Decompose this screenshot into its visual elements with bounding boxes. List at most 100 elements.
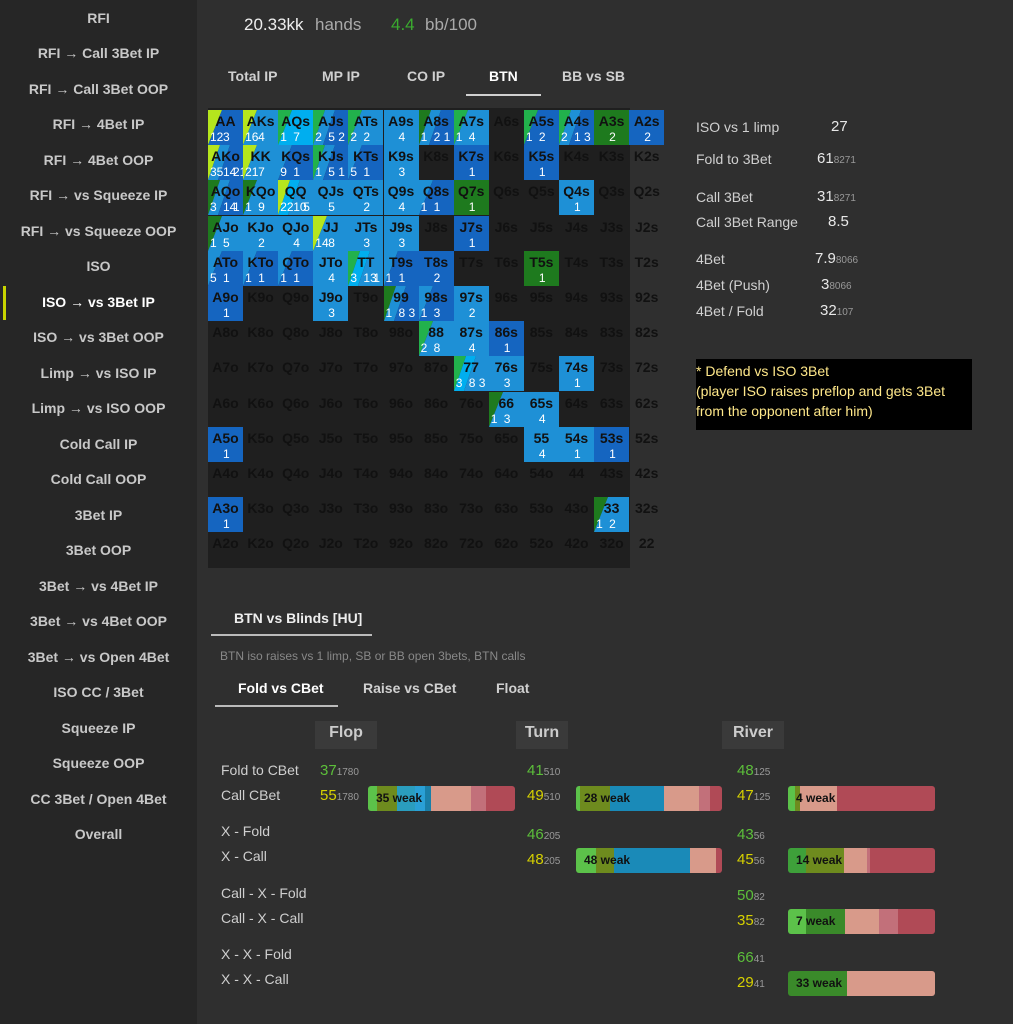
- hand-cell[interactable]: 62o: [489, 532, 524, 567]
- hand-cell[interactable]: AJs 2 5 2: [313, 110, 349, 145]
- sidebar-item[interactable]: 3Bet → vs 4Bet OOP: [30, 613, 167, 629]
- hand-cell[interactable]: Q6o: [278, 392, 313, 427]
- hand-cell[interactable]: 42s: [629, 462, 664, 497]
- hand-cell[interactable]: AKo351421: [208, 145, 243, 181]
- hand-cell[interactable]: 88 2 8: [418, 321, 454, 357]
- hand-cell[interactable]: KQs 9 1: [278, 145, 314, 181]
- hand-cell[interactable]: J6s: [489, 216, 524, 251]
- sidebar-item[interactable]: ISO: [86, 258, 111, 274]
- hand-cell[interactable]: 98s 1 3: [418, 286, 454, 321]
- hand-cell[interactable]: Q5s: [524, 180, 559, 215]
- hand-cell[interactable]: 84o: [419, 462, 454, 497]
- sidebar-item[interactable]: Cold Call IP: [59, 436, 138, 452]
- hand-cell[interactable]: T8s 2: [418, 250, 454, 286]
- hand-cell[interactable]: 33 1 2: [594, 497, 630, 533]
- hand-cell[interactable]: QJs 5: [313, 180, 349, 216]
- hand-cell[interactable]: T9o: [348, 286, 383, 321]
- hand-cell[interactable]: A8o: [208, 321, 243, 356]
- hand-cell[interactable]: A5s 1 2: [523, 110, 559, 145]
- sidebar-item[interactable]: ISO → vs 3Bet IP: [42, 294, 155, 310]
- hand-cell[interactable]: K6o: [243, 392, 278, 427]
- hand-cell[interactable]: 82o: [419, 532, 454, 567]
- hand-cell[interactable]: 87s 4: [453, 321, 489, 357]
- hand-cell[interactable]: A2s 2: [629, 110, 665, 145]
- hand-cell[interactable]: Q2s: [629, 180, 664, 215]
- hand-cell[interactable]: 76o: [454, 392, 489, 427]
- hand-cell[interactable]: 76s 3: [488, 356, 524, 392]
- hand-cell[interactable]: Q9s 4: [383, 180, 419, 216]
- hand-cell[interactable]: K6s: [489, 145, 524, 180]
- hand-cell[interactable]: 85s: [524, 321, 559, 356]
- sidebar-item[interactable]: RFI → vs Squeeze OOP: [20, 223, 177, 239]
- hand-cell[interactable]: 83o: [419, 497, 454, 532]
- hand-cell[interactable]: 87o: [419, 356, 454, 391]
- hand-cell[interactable]: 64s: [559, 392, 594, 427]
- hand-cell[interactable]: 98o: [384, 321, 419, 356]
- hand-cell[interactable]: A6o: [208, 392, 243, 427]
- hand-cell[interactable]: 32o: [594, 532, 629, 567]
- hand-cell[interactable]: JJ 14 8: [313, 215, 349, 251]
- hand-cell[interactable]: 93s: [594, 286, 629, 321]
- hand-cell[interactable]: Q8s 1 1: [418, 180, 454, 216]
- hand-cell[interactable]: 94s: [559, 286, 594, 321]
- hand-cell[interactable]: KTo 1 1: [243, 250, 279, 286]
- hand-cell[interactable]: 72o: [454, 532, 489, 567]
- hand-cell[interactable]: Q9o: [278, 286, 313, 321]
- hand-cell[interactable]: J4s: [559, 216, 594, 251]
- hand-cell[interactable]: 92s: [629, 286, 664, 321]
- hand-cell[interactable]: A7s 1 4: [453, 110, 489, 145]
- sidebar-item[interactable]: 3Bet IP: [74, 507, 123, 523]
- hand-cell[interactable]: 92o: [384, 532, 419, 567]
- hand-cell[interactable]: J3s: [594, 216, 629, 251]
- hand-cell[interactable]: KTs 5 1: [348, 145, 384, 181]
- hand-cell[interactable]: K2o: [243, 532, 278, 567]
- hand-cell[interactable]: J4o: [313, 462, 348, 497]
- hand-cell[interactable]: KK 21 7: [243, 145, 279, 181]
- sidebar-item[interactable]: RFI → Call 3Bet IP: [37, 45, 160, 61]
- hand-cell[interactable]: 43o: [559, 497, 594, 532]
- hand-cell[interactable]: 32s: [629, 497, 664, 532]
- hand-cell[interactable]: A2o: [208, 532, 243, 567]
- hand-cell[interactable]: T9s 1 1: [383, 250, 419, 286]
- hand-cell[interactable]: J3o: [313, 497, 348, 532]
- hand-cell[interactable]: J9o 3: [313, 286, 349, 321]
- hand-cell[interactable]: K9o: [243, 286, 278, 321]
- hand-cell[interactable]: 97o: [384, 356, 419, 391]
- hand-cell[interactable]: AQo 3 14 1: [208, 180, 243, 216]
- hand-cell[interactable]: A4o: [208, 462, 243, 497]
- sidebar-item[interactable]: Cold Call OOP: [50, 471, 147, 487]
- hand-cell[interactable]: 85o: [419, 427, 454, 462]
- hand-cell[interactable]: 54s 1: [559, 426, 594, 462]
- hand-cell[interactable]: ATo 5 1: [208, 250, 243, 286]
- hand-cell[interactable]: 65o: [489, 427, 524, 462]
- hand-cell[interactable]: 72s: [629, 356, 664, 391]
- sidebar-item[interactable]: ISO CC / 3Bet: [53, 684, 144, 700]
- hand-cell[interactable]: J6o: [313, 392, 348, 427]
- hand-cell[interactable]: KQo 1 9: [243, 180, 279, 216]
- hand-cell[interactable]: A7o: [208, 356, 243, 391]
- hand-cell[interactable]: T6s: [489, 251, 524, 286]
- hand-cell[interactable]: 55 4: [523, 426, 559, 462]
- sidebar-item[interactable]: RFI: [87, 10, 110, 26]
- hand-cell[interactable]: J2o: [313, 532, 348, 567]
- hand-cell[interactable]: K5o: [243, 427, 278, 462]
- hand-cell[interactable]: T3o: [348, 497, 383, 532]
- sidebar-item[interactable]: CC 3Bet / Open 4Bet: [30, 791, 167, 807]
- hand-cell[interactable]: A8s 1 2 1: [418, 110, 454, 145]
- hand-cell[interactable]: K8o: [243, 321, 278, 356]
- hand-cell[interactable]: JTo 4: [313, 250, 349, 286]
- hand-cell[interactable]: 83s: [594, 321, 629, 356]
- hand-cell[interactable]: K9s 3: [383, 145, 419, 181]
- hand-cell[interactable]: 86s 1: [488, 321, 524, 357]
- hand-cell[interactable]: J7s 1: [453, 215, 489, 251]
- sidebar-item[interactable]: 3Bet → vs Open 4Bet: [27, 649, 170, 665]
- hand-cell[interactable]: 96o: [384, 392, 419, 427]
- hand-cell[interactable]: J8o: [313, 321, 348, 356]
- hand-cell[interactable]: 43s: [594, 462, 629, 497]
- hand-cell[interactable]: 75s: [524, 356, 559, 391]
- hand-cell[interactable]: T2o: [348, 532, 383, 567]
- sidebar-item[interactable]: Squeeze OOP: [52, 755, 145, 771]
- hand-cell[interactable]: J5o: [313, 427, 348, 462]
- tab-mp-ip[interactable]: MP IP: [322, 68, 360, 84]
- hand-cell[interactable]: 75o: [454, 427, 489, 462]
